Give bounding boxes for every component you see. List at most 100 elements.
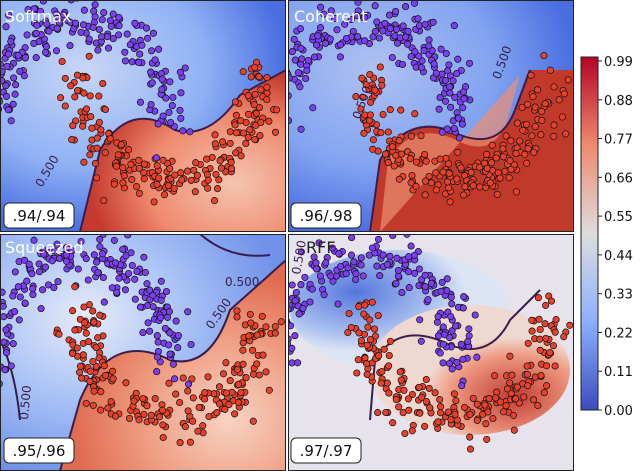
data-point-class-b xyxy=(357,337,365,345)
data-point-class-b xyxy=(457,164,465,172)
data-point-class-a xyxy=(148,79,156,87)
data-point-class-a xyxy=(131,295,139,303)
data-point-class-a xyxy=(10,74,18,82)
data-point-class-b xyxy=(485,395,493,403)
data-point-class-b xyxy=(355,329,363,337)
data-point-class-b xyxy=(421,422,429,430)
data-point-class-a xyxy=(107,22,115,30)
data-point-class-b xyxy=(385,351,393,360)
data-point-class-b xyxy=(523,370,531,378)
data-point-class-b xyxy=(242,139,250,148)
data-point-class-b xyxy=(482,420,490,428)
data-point-class-b xyxy=(166,165,174,173)
colorbar-tick-label: 0.11 xyxy=(604,365,633,380)
scatter-points xyxy=(0,234,285,447)
data-point-class-b xyxy=(140,175,148,183)
data-point-class-b xyxy=(427,179,435,187)
data-point-class-a xyxy=(162,287,171,296)
data-point-class-b xyxy=(177,169,185,177)
data-point-class-b xyxy=(392,396,400,404)
data-point-class-b xyxy=(507,137,515,145)
data-point-class-b xyxy=(347,323,355,332)
data-point-class-a xyxy=(296,83,304,91)
data-point-class-b xyxy=(253,360,261,368)
data-point-class-b xyxy=(86,151,94,159)
data-point-class-b xyxy=(524,339,532,347)
data-point-class-a xyxy=(312,259,320,267)
data-point-class-a xyxy=(425,42,433,50)
data-point-class-b xyxy=(454,148,462,156)
data-point-class-b xyxy=(397,106,405,114)
data-point-class-a xyxy=(464,337,472,346)
data-point-class-a xyxy=(16,67,24,75)
data-point-class-b xyxy=(186,438,194,446)
data-point-class-a xyxy=(315,239,323,247)
data-point-class-b xyxy=(483,164,491,172)
data-point-class-b xyxy=(97,388,105,396)
data-point-class-b xyxy=(234,380,242,388)
data-point-class-b xyxy=(536,346,544,354)
data-point-class-b xyxy=(68,136,76,144)
data-point-class-a xyxy=(147,100,155,109)
data-point-class-a xyxy=(295,310,303,318)
data-point-class-b xyxy=(378,81,386,89)
data-point-class-b xyxy=(110,180,118,188)
data-point-class-b xyxy=(386,337,395,345)
data-point-class-a xyxy=(40,250,48,258)
data-point-class-a xyxy=(177,114,185,122)
data-point-class-a xyxy=(350,258,358,266)
data-point-class-b xyxy=(271,329,279,337)
data-point-class-a xyxy=(144,34,152,42)
data-point-class-a xyxy=(157,296,165,304)
data-point-class-b xyxy=(397,376,405,384)
data-point-class-b xyxy=(201,395,209,403)
data-point-class-b xyxy=(158,406,167,414)
data-point-class-a xyxy=(80,6,88,14)
data-point-class-a xyxy=(328,244,336,252)
data-point-class-b xyxy=(531,123,539,131)
data-point-class-a xyxy=(128,58,136,66)
data-point-class-a xyxy=(165,341,173,349)
data-point-class-a xyxy=(136,50,144,58)
data-point-class-b xyxy=(82,399,90,407)
data-point-class-b xyxy=(184,387,192,395)
data-point-class-b xyxy=(384,128,392,136)
data-point-class-b xyxy=(96,311,104,319)
data-point-class-a xyxy=(55,18,63,26)
data-point-class-b xyxy=(395,175,403,183)
data-point-class-b xyxy=(425,384,433,392)
data-point-class-b xyxy=(422,157,430,165)
data-point-class-b xyxy=(97,406,105,414)
data-point-class-a xyxy=(402,3,410,11)
data-point-class-b xyxy=(159,156,167,164)
data-point-class-b xyxy=(523,362,531,370)
data-point-class-a xyxy=(322,259,330,267)
data-point-class-b xyxy=(550,132,558,140)
data-point-class-b xyxy=(99,79,107,88)
data-point-class-b xyxy=(233,307,241,315)
data-point-class-a xyxy=(157,277,165,285)
data-point-class-b xyxy=(460,403,469,411)
data-point-class-b xyxy=(258,312,266,320)
data-point-class-a xyxy=(405,284,413,292)
data-point-class-a xyxy=(166,78,174,86)
data-point-class-a xyxy=(43,20,51,28)
data-point-class-a xyxy=(154,120,162,128)
data-point-class-b xyxy=(374,311,382,320)
data-point-class-b xyxy=(226,377,234,385)
data-point-class-a xyxy=(29,291,37,299)
data-point-class-a xyxy=(122,252,130,260)
data-point-class-b xyxy=(502,402,510,410)
data-point-class-b xyxy=(422,375,430,384)
data-point-class-a xyxy=(457,340,465,348)
data-point-class-b xyxy=(493,388,501,396)
data-point-class-b xyxy=(89,401,97,409)
data-point-class-b xyxy=(253,331,261,339)
data-point-class-a xyxy=(453,70,461,78)
data-point-class-b xyxy=(388,143,396,151)
data-point-class-b xyxy=(271,322,279,331)
panel-coherent xyxy=(288,0,574,232)
data-point-class-a xyxy=(404,40,412,48)
data-point-class-b xyxy=(179,374,187,382)
data-point-class-a xyxy=(62,257,71,265)
